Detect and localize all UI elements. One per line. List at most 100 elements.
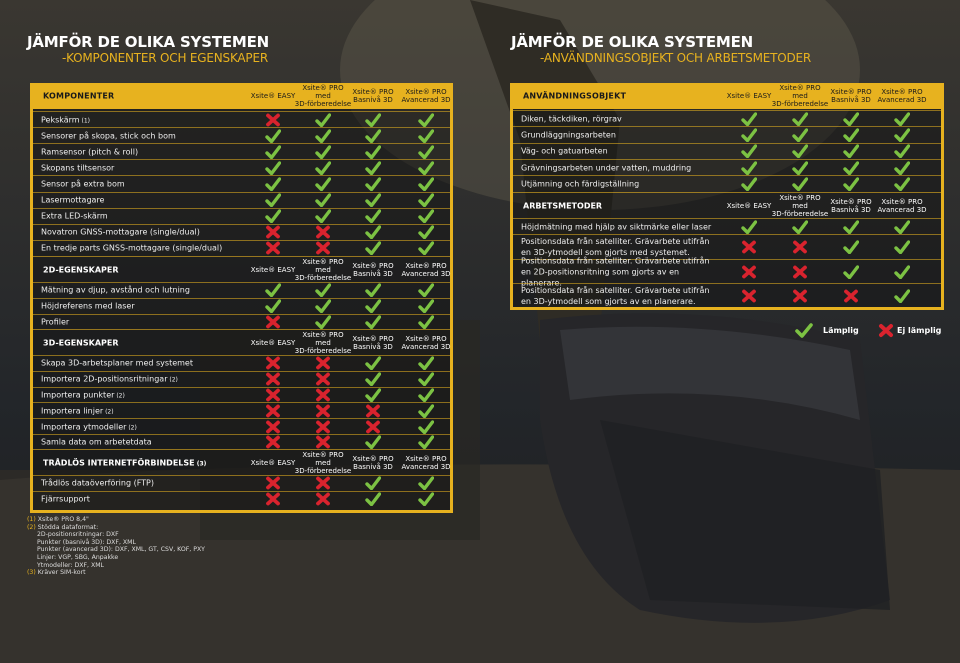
cross-icon <box>266 388 280 402</box>
check-icon <box>894 177 910 191</box>
row-label: Skopans tiltsensor <box>41 163 114 172</box>
check-icon <box>315 177 331 191</box>
column-header-line: Basnivå 3D <box>353 270 393 278</box>
row-label-text: Sensorer på skopa, stick och bom <box>41 131 176 141</box>
row-label-text: Pekskärm <box>41 115 80 125</box>
cross-icon <box>316 404 330 418</box>
check-icon <box>315 283 331 298</box>
cross-icon <box>742 240 756 254</box>
column-header-line: Xsite® PRO <box>352 335 394 343</box>
column-header-line: Xsite® PRO <box>405 335 447 343</box>
check-icon <box>365 356 381 371</box>
footnote-text: Punkter (avancerad 3D): DXF, XML, GT, CS… <box>37 546 205 554</box>
row-label-text: Importera linjer <box>41 406 104 416</box>
check-icon <box>365 299 381 314</box>
left-subtitle: -KOMPONENTER OCH EGENSKAPER <box>62 51 268 65</box>
komponenter-col-easy: Xsite® EASY <box>251 92 296 100</box>
row-label: Utjämning och färdigställning <box>521 179 639 188</box>
column-header-line: Avancerad 3D <box>401 463 451 471</box>
row-label-text: Sensor på extra bom <box>41 179 125 189</box>
column-header-line: Xsite® EASY <box>250 459 296 467</box>
check-icon <box>792 128 808 142</box>
footnote-key: (1) <box>27 516 38 523</box>
row-label-text: Profiler <box>41 317 70 327</box>
anvand-col-pro-advanced: Xsite® PRO Avancerad 3D <box>877 88 926 104</box>
cross-icon <box>316 492 330 506</box>
row-label: Importera ytmodeller (2) <box>41 422 137 431</box>
column-header-line: Avancerad 3D <box>877 96 927 104</box>
row-label: Importera 2D-positionsritningar (2) <box>41 375 178 384</box>
cross-icon <box>793 240 807 254</box>
komponenter-col-pro-basic: Xsite® PRO Basnivå 3D <box>352 88 393 104</box>
arbets-col-pro-advanced: Xsite® PRO Avancerad 3D <box>877 198 926 214</box>
row-label: Positionsdata från satelliter. Grävarbet… <box>521 255 721 288</box>
check-icon <box>315 128 331 143</box>
row-label: Sensor på extra bom <box>41 179 125 188</box>
row-label: Trådlös dataöverföring (FTP) <box>41 479 154 488</box>
footnote-text: Kräver SIM-kort <box>37 569 86 577</box>
table-row: Importera 2D-positionsritningar (2) <box>33 370 450 387</box>
column-header-line: 3D-förberedelse <box>294 274 352 282</box>
check-icon <box>365 435 381 450</box>
komponenter-col-pro-advanced: Xsite® PRO Avancerad 3D <box>401 88 450 104</box>
row-footnote-ref: (2) <box>103 408 114 416</box>
cross-icon <box>266 404 280 418</box>
legend-no-label: Ej lämplig <box>897 326 942 335</box>
cross-icon <box>844 289 858 302</box>
column-header-line: Avancerad 3D <box>401 343 451 351</box>
footnote-line: Ytmodeller: DXF, XML <box>27 562 205 570</box>
d2-col-pro-3d-prep: Xsite® PRO med 3D-förberedelse <box>295 258 351 282</box>
footnote-text: Punkter (basnivå 3D): DXF, XML <box>37 538 136 546</box>
column-header-line: Avancerad 3D <box>401 270 451 278</box>
components-table: KOMPONENTER Xsite® EASY Xsite® PRO med 3D-fö… <box>30 83 453 513</box>
tradlos-col-pro-basic: Xsite® PRO Basnivå 3D <box>352 455 393 471</box>
check-icon <box>894 219 910 234</box>
check-icon <box>894 240 910 254</box>
footnote-text: Ytmodeller: DXF, XML <box>37 561 105 569</box>
d2-col-pro-advanced: Xsite® PRO Avancerad 3D <box>401 262 450 278</box>
table-row: Profiler <box>33 313 450 330</box>
section-header-tradlos: TRÅDLÖS INTERNETFÖRBINDELSE (3) Xsite® EA… <box>33 449 451 476</box>
check-icon <box>365 476 381 491</box>
column-header-line: Basnivå 3D <box>353 463 393 471</box>
row-label-text: Positionsdata från satelliter. Grävarbet… <box>521 256 710 287</box>
table-row: Samla data om arbetetdata <box>33 434 450 450</box>
check-icon <box>418 315 434 329</box>
anvand-col-easy: Xsite® EASY <box>727 92 772 100</box>
check-icon <box>741 144 757 159</box>
column-header-line: Xsite® PRO <box>405 262 447 270</box>
check-icon <box>418 388 434 402</box>
footnote-text: Xsite® PRO 8,4" <box>37 516 89 523</box>
check-icon <box>741 111 757 126</box>
cross-icon <box>266 113 280 126</box>
table-row: Grävningsarbeten under vatten, muddring <box>513 158 941 175</box>
row-label-text: Extra LED-skärm <box>41 211 108 221</box>
check-icon <box>365 388 381 402</box>
check-icon <box>418 193 434 208</box>
section-title: ARBETSMETODER <box>523 201 603 210</box>
table-row: Pekskärm (1) <box>33 111 450 127</box>
check-icon <box>315 209 331 224</box>
row-label: Novatron GNSS-mottagare (single/dual) <box>41 228 200 237</box>
cross-icon <box>316 388 330 402</box>
check-icon <box>894 160 910 175</box>
check-icon <box>365 241 381 256</box>
check-icon <box>365 492 381 507</box>
footnote-line: Linjer: VGP, SBG, Anpakke <box>27 554 205 562</box>
row-label-text: En tredje parts GNSS-mottagare (single/d… <box>41 243 223 253</box>
table-row: Trådlös dataöverföring (FTP) <box>33 475 450 491</box>
cross-icon <box>742 265 756 278</box>
footnote-line: Punkter (basnivå 3D): DXF, XML <box>27 539 205 547</box>
column-header-line: Xsite® EASY <box>250 266 296 274</box>
table-row: Sensor på extra bom <box>33 175 450 191</box>
cross-icon <box>316 225 330 239</box>
check-icon <box>418 177 434 191</box>
section-header-komponenter: KOMPONENTER Xsite® EASY Xsite® PRO med 3D-fö… <box>33 83 451 109</box>
table-row: Ramsensor (pitch & roll) <box>33 143 450 159</box>
row-label-text: Novatron GNSS-mottagare (single/dual) <box>41 227 200 237</box>
column-header-line: med <box>315 266 331 274</box>
cross-icon <box>316 476 330 490</box>
table-row: Importera punkter (2) <box>33 386 450 403</box>
cross-icon <box>879 324 893 337</box>
row-label-text: Positionsdata från satelliter. Grävarbet… <box>521 237 710 257</box>
